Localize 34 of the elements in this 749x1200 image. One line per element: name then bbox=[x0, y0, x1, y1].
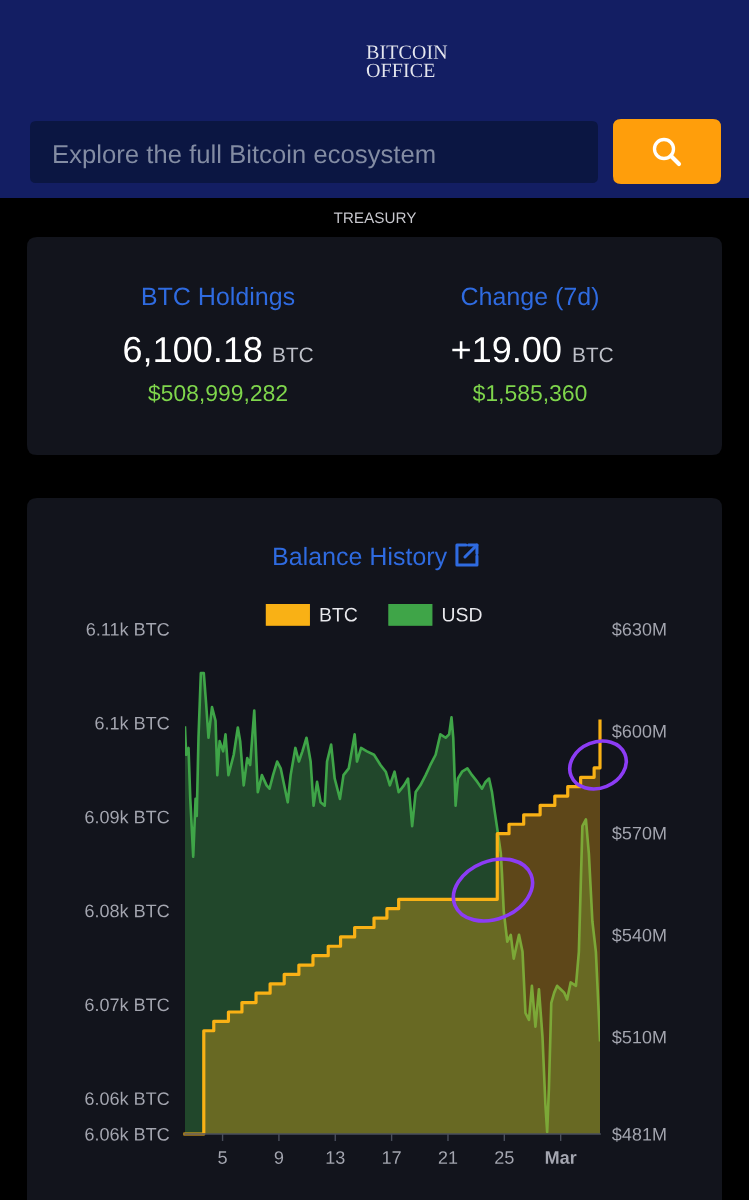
y-tick-label: 6.1k BTC bbox=[95, 716, 170, 730]
y-tick-label: 6.06k BTC bbox=[85, 1127, 170, 1141]
x-tick-label: 21 bbox=[438, 1151, 458, 1164]
x-tick-label: 17 bbox=[382, 1151, 401, 1164]
text: BTC Holdings bbox=[142, 286, 295, 311]
text: BTC bbox=[273, 347, 313, 363]
y2-tick-label: $600M bbox=[612, 724, 666, 739]
x-tick-label: 25 bbox=[495, 1151, 514, 1164]
text: BITCOIN OFFICE bbox=[366, 45, 448, 78]
y-tick-label: 6.08k BTC bbox=[85, 904, 170, 918]
text: +19.00 bbox=[452, 336, 561, 363]
y-tick-label: 6.07k BTC bbox=[85, 997, 170, 1012]
y2-tick-label: $570M bbox=[612, 826, 666, 841]
text: Explore the full Bitcoin ecosystem bbox=[54, 144, 435, 169]
y2-tick-label: $510M bbox=[612, 1029, 666, 1045]
x-tick-label: 9 bbox=[274, 1151, 284, 1164]
y-tick-label: 6.09k BTC bbox=[85, 810, 170, 824]
y-tick-label: 6.06k BTC bbox=[85, 1091, 170, 1106]
chart-title: Balance History bbox=[274, 546, 448, 571]
text: $1,585,360 bbox=[472, 384, 587, 404]
y-tick-label: 6.11k BTC bbox=[86, 622, 170, 636]
text: TREASURY bbox=[333, 212, 417, 224]
text: Change (7d) bbox=[461, 286, 598, 311]
x-tick-label: Mar bbox=[545, 1151, 577, 1164]
y2-tick-label: $481M bbox=[612, 1127, 666, 1142]
text: $508,999,282 bbox=[148, 384, 287, 404]
legend-label: BTC bbox=[320, 607, 358, 622]
y2-tick-label: $630M bbox=[612, 622, 666, 637]
x-tick-label: 13 bbox=[326, 1151, 345, 1164]
text: 6,100.18 bbox=[124, 336, 262, 367]
x-tick-label: 5 bbox=[218, 1151, 227, 1164]
y2-tick-label: $540M bbox=[612, 928, 666, 943]
text: BTC bbox=[573, 347, 613, 363]
legend-label: USD bbox=[442, 607, 482, 622]
